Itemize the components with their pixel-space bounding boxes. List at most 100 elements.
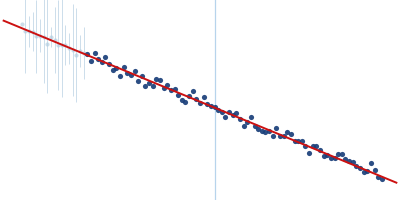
Point — [77, 49, 83, 52]
Point — [146, 81, 152, 84]
Point — [30, 30, 36, 33]
Point — [186, 94, 192, 98]
Point — [70, 48, 76, 51]
Point — [22, 29, 29, 33]
Point — [175, 94, 181, 97]
Point — [244, 120, 250, 123]
Point — [328, 156, 334, 160]
Point — [62, 43, 69, 46]
Point — [306, 152, 312, 155]
Point — [270, 134, 276, 137]
Point — [51, 38, 58, 42]
Point — [237, 118, 243, 121]
Point — [59, 44, 65, 47]
Point — [128, 74, 134, 77]
Point — [99, 61, 105, 64]
Point — [291, 140, 298, 143]
Point — [73, 53, 80, 56]
Point — [346, 159, 352, 163]
Point — [251, 124, 258, 127]
Point — [248, 115, 254, 118]
Point — [113, 67, 120, 70]
Point — [37, 34, 43, 37]
Point — [44, 42, 50, 45]
Point — [131, 70, 138, 73]
Point — [80, 52, 87, 55]
Point — [364, 169, 370, 172]
Point — [353, 165, 360, 168]
Point — [153, 77, 160, 81]
Point — [157, 78, 163, 81]
Point — [84, 53, 90, 56]
Point — [360, 170, 367, 173]
Point — [317, 148, 323, 151]
Point — [266, 130, 272, 133]
Point — [168, 89, 174, 92]
Point — [164, 84, 170, 87]
Point — [182, 100, 189, 103]
Point — [88, 60, 94, 63]
Point — [26, 29, 32, 33]
Point — [193, 98, 200, 101]
Point — [208, 104, 214, 107]
Point — [106, 63, 112, 66]
Point — [350, 160, 356, 164]
Point — [179, 98, 185, 101]
Point — [219, 110, 225, 113]
Point — [110, 68, 116, 72]
Point — [255, 127, 261, 130]
Point — [150, 84, 156, 88]
Point — [320, 155, 327, 158]
Point — [324, 153, 330, 157]
Point — [135, 80, 141, 83]
Point — [226, 110, 232, 114]
Point — [259, 130, 265, 133]
Point — [371, 169, 378, 172]
Point — [55, 43, 61, 47]
Point — [375, 175, 381, 178]
Point — [331, 157, 338, 160]
Point — [19, 22, 25, 25]
Point — [280, 134, 287, 137]
Point — [33, 35, 40, 38]
Point — [66, 47, 72, 50]
Point — [171, 88, 178, 91]
Point — [295, 139, 301, 143]
Point — [277, 134, 283, 137]
Point — [335, 152, 341, 155]
Point — [102, 55, 109, 58]
Point — [342, 157, 349, 161]
Point — [124, 71, 130, 75]
Point — [120, 65, 127, 69]
Point — [117, 74, 123, 77]
Point — [230, 114, 236, 117]
Point — [48, 36, 54, 39]
Point — [233, 111, 240, 114]
Point — [339, 153, 345, 156]
Point — [197, 102, 203, 105]
Point — [262, 131, 269, 134]
Point — [222, 115, 229, 119]
Point — [368, 162, 374, 165]
Point — [357, 166, 363, 170]
Point — [215, 108, 221, 111]
Point — [379, 177, 385, 180]
Point — [299, 139, 305, 143]
Point — [310, 144, 316, 147]
Point — [142, 84, 149, 87]
Point — [139, 74, 145, 78]
Point — [273, 126, 280, 129]
Point — [313, 145, 320, 148]
Point — [200, 95, 207, 98]
Point — [91, 52, 98, 55]
Point — [40, 36, 47, 39]
Point — [284, 131, 290, 134]
Point — [288, 132, 294, 135]
Point — [204, 102, 210, 105]
Point — [190, 90, 196, 93]
Point — [302, 144, 309, 147]
Point — [211, 105, 218, 108]
Point — [160, 86, 167, 89]
Point — [95, 58, 101, 61]
Point — [240, 125, 247, 128]
